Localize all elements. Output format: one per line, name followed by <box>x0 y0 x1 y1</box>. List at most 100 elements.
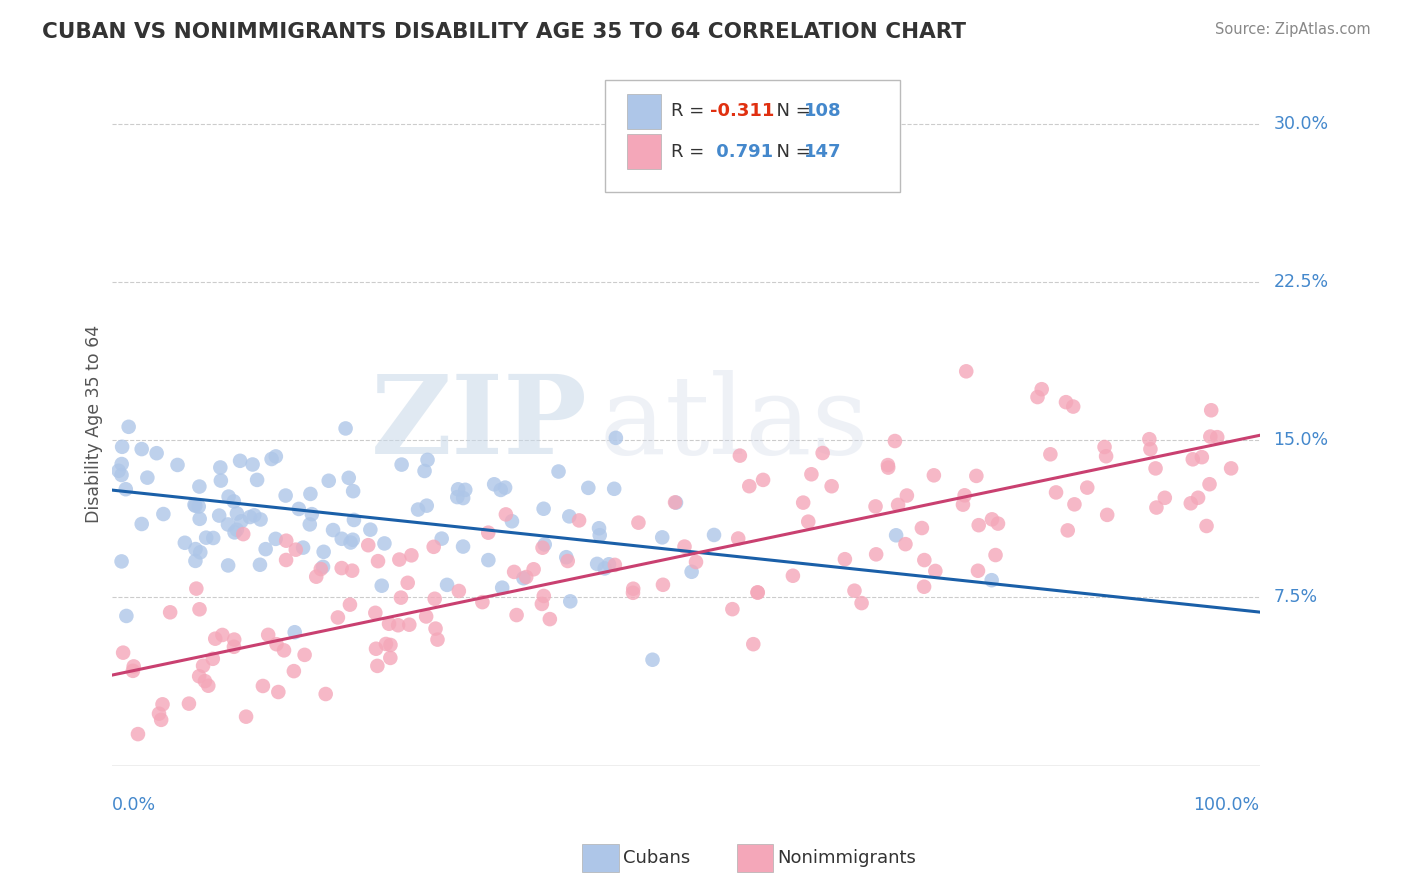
Point <box>343 513 366 527</box>
Point <box>530 597 553 611</box>
Text: atlas: atlas <box>599 370 869 477</box>
Point <box>257 628 280 642</box>
Point <box>800 467 823 482</box>
Point <box>112 646 135 660</box>
Point <box>980 573 1002 587</box>
Point <box>589 528 612 542</box>
Point <box>202 531 225 545</box>
Point <box>330 532 353 546</box>
Point <box>576 481 599 495</box>
Point <box>249 558 271 572</box>
Point <box>952 498 974 512</box>
Text: Source: ZipAtlas.com: Source: ZipAtlas.com <box>1215 22 1371 37</box>
Text: R =: R = <box>671 103 710 120</box>
Point <box>194 674 217 689</box>
Point <box>322 523 344 537</box>
Point <box>1220 461 1243 475</box>
Point <box>264 532 287 546</box>
Point <box>501 514 523 528</box>
Point <box>294 648 316 662</box>
Point <box>965 469 987 483</box>
Point <box>246 473 269 487</box>
Point <box>533 589 555 603</box>
Point <box>558 509 581 524</box>
Point <box>865 547 887 561</box>
Point <box>621 586 644 600</box>
Point <box>136 470 159 484</box>
Text: Nonimmigrants: Nonimmigrants <box>778 849 917 867</box>
Point <box>416 453 439 467</box>
Point <box>673 540 696 554</box>
Text: 100.0%: 100.0% <box>1194 797 1260 814</box>
Point <box>273 643 295 657</box>
Point <box>782 568 804 582</box>
Point <box>398 617 420 632</box>
Point <box>728 449 751 463</box>
Point <box>884 528 907 542</box>
Point <box>148 706 170 721</box>
Point <box>1026 390 1049 404</box>
Point <box>380 638 402 652</box>
Point <box>1181 452 1204 467</box>
Point <box>224 525 246 540</box>
Text: N =: N = <box>765 143 817 161</box>
Point <box>373 536 395 550</box>
Point <box>912 580 935 594</box>
Point <box>505 608 527 623</box>
Point <box>118 419 141 434</box>
Text: R =: R = <box>671 143 710 161</box>
Point <box>173 535 195 549</box>
Point <box>430 532 453 546</box>
Point <box>820 479 842 493</box>
Point <box>1144 500 1167 515</box>
Point <box>330 561 353 575</box>
Point <box>953 488 976 502</box>
Point <box>447 483 470 497</box>
Point <box>568 513 591 527</box>
Point <box>436 578 458 592</box>
Point <box>339 598 361 612</box>
Point <box>747 585 769 599</box>
Point <box>225 523 247 537</box>
Point <box>284 542 307 557</box>
Point <box>586 557 609 571</box>
Point <box>1199 403 1222 417</box>
Point <box>184 542 207 557</box>
Point <box>152 507 174 521</box>
Point <box>792 495 814 509</box>
Point <box>531 541 554 555</box>
Point <box>188 479 211 493</box>
Point <box>342 484 364 499</box>
Text: -0.311: -0.311 <box>710 103 775 120</box>
Point <box>681 565 703 579</box>
Point <box>340 564 363 578</box>
Point <box>883 434 905 448</box>
Point <box>188 669 211 683</box>
Point <box>243 508 266 523</box>
Point <box>342 533 364 547</box>
Point <box>127 727 149 741</box>
Point <box>335 421 357 435</box>
Point <box>1144 461 1167 475</box>
Point <box>107 464 129 478</box>
Point <box>1063 497 1085 511</box>
Point <box>191 658 214 673</box>
Point <box>177 697 200 711</box>
Text: 22.5%: 22.5% <box>1274 273 1329 291</box>
Point <box>703 528 725 542</box>
Point <box>747 585 769 599</box>
Point <box>560 594 582 608</box>
Point <box>1094 440 1116 454</box>
Point <box>222 640 245 654</box>
Point <box>274 489 297 503</box>
Point <box>495 508 517 522</box>
Point <box>621 582 644 596</box>
Point <box>1198 477 1220 491</box>
Point <box>512 571 534 585</box>
Point <box>605 431 627 445</box>
Text: 7.5%: 7.5% <box>1274 589 1317 607</box>
Point <box>318 474 340 488</box>
Point <box>494 481 516 495</box>
Point <box>222 494 245 508</box>
Point <box>877 460 900 475</box>
